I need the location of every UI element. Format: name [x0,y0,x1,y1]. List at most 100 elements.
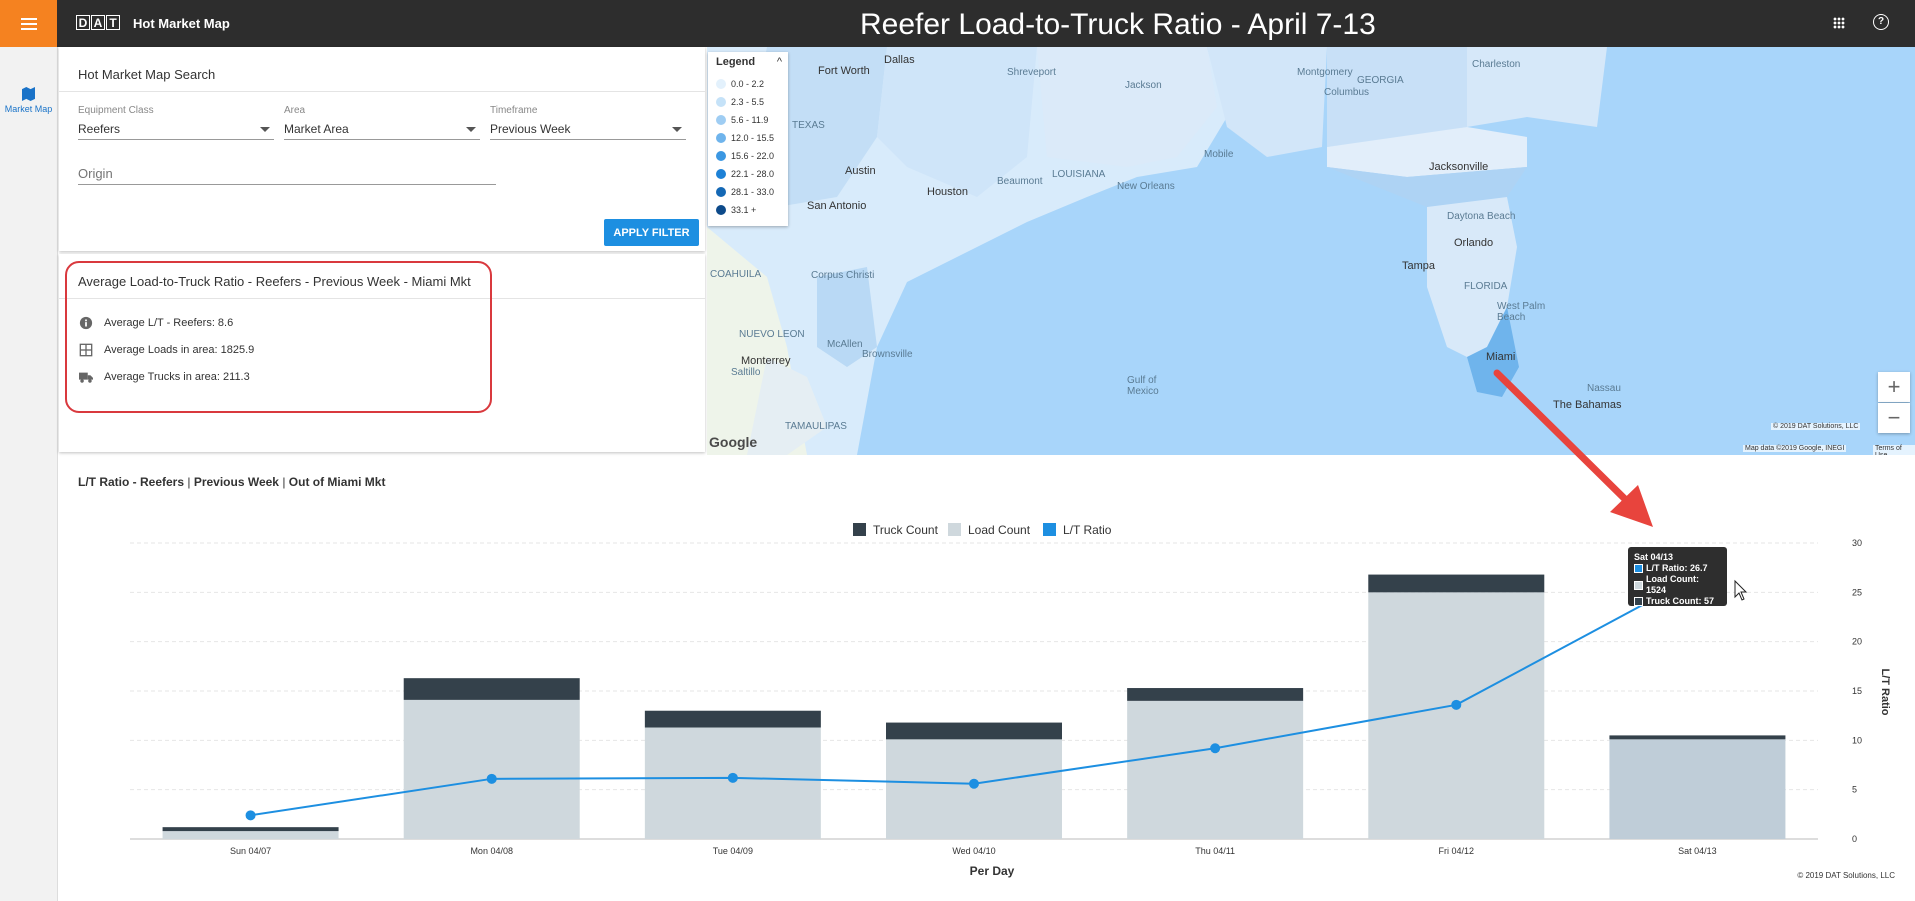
map-label: Brownsville [862,349,913,360]
field-label: Timeframe [490,105,538,116]
legend-collapse-button[interactable]: ^ [776,56,782,68]
lt-ratio-point [1210,743,1221,754]
map-label: New Orleans [1117,181,1175,192]
map-label: Columbus [1324,87,1370,98]
legend-swatch [716,151,726,161]
map-label: Montgomery [1297,67,1353,78]
logo-letter: T [106,15,120,30]
x-tick-label: Sat 04/13 [1678,846,1717,856]
map-label: Miami [1486,351,1516,363]
average-ratio-panel: Average Load-to-Truck Ratio - Reefers - … [59,254,705,452]
page-title: Reefer Load-to-Truck Ratio - April 7-13 [860,8,1376,41]
map-label: Austin [845,165,876,177]
map-label: Jackson [1125,80,1162,91]
legend-swatch [716,205,726,215]
chart-legend-swatch [853,523,866,536]
map-icon [22,87,35,101]
divider [59,298,705,299]
stat-average-trucks: Average Trucks in area: 211.3 [78,370,250,384]
legend-item: 12.0 - 15.5 [716,133,774,143]
legend-label: 5.6 - 11.9 [731,115,769,125]
field-value: Reefers [78,122,121,136]
map-label: Jacksonville [1429,161,1489,173]
map-label: TAMAULIPAS [785,421,847,432]
chart-legend-swatch [1043,523,1056,536]
y-tick-label: 10 [1852,735,1862,745]
zoom-in-button[interactable]: + [1878,372,1910,402]
map-label: Daytona Beach [1447,211,1516,222]
tooltip-row: Truck Count: 57 [1646,596,1715,606]
legend-item: 15.6 - 22.0 [716,151,774,161]
hamburger-menu-button[interactable] [0,0,57,47]
legend-label: 33.1 + [731,205,757,215]
map-label: West Palm Beach [1497,301,1546,323]
truck-count-bar [644,710,821,728]
terms-of-use-link[interactable]: Terms of Use [1873,445,1915,455]
map-label: Saltillo [731,367,761,378]
y-axis-label: L/T Ratio [1879,668,1891,715]
mouse-cursor-icon [1734,579,1748,601]
map-label: Monterrey [741,355,791,367]
x-tick-label: Wed 04/10 [952,846,995,856]
x-tick-label: Mon 04/08 [470,846,513,856]
tooltip-swatch [1634,580,1643,590]
map-label: COAHUILA [710,269,762,280]
map-label: Orlando [1454,237,1494,249]
truck-count-bar [403,678,580,700]
map-label: Nassau [1587,383,1621,394]
hamburger-menu-icon [20,17,37,30]
map-label: Dallas [884,54,915,66]
map-label: Fort Worth [818,65,870,77]
load-count-bar [403,699,580,839]
left-navigation-rail: Market Map [0,47,58,901]
load-count-bar [1609,739,1786,839]
search-panel-title: Hot Market Map Search [78,67,216,82]
map-label: LOUISIANA [1052,169,1106,180]
footer-copyright: © 2019 DAT Solutions, LLC [1797,871,1895,880]
map-copyright: © 2019 DAT Solutions, LLC [1771,423,1861,430]
tooltip-swatch [1634,597,1643,606]
truck-count-bar [1368,574,1545,593]
legend-item: 2.3 - 5.5 [716,97,764,107]
field-value: Previous Week [490,122,571,136]
logo-letter: A [91,15,105,30]
hot-market-map[interactable]: Fort Worth Dallas Shreveport Jackson Mon… [707,47,1915,455]
legend-swatch [716,133,726,143]
timeframe-select[interactable]: Timeframe Previous Week [490,105,686,140]
zoom-out-button[interactable]: − [1878,403,1910,433]
top-app-bar: D A T Hot Market Map Reefer Load-to-Truc… [0,0,1915,47]
equipment-class-select[interactable]: Equipment Class Reefers [78,105,274,140]
legend-swatch [716,97,726,107]
dat-logo: D A T [76,15,120,30]
help-icon[interactable]: ? [1873,14,1889,30]
x-tick-label: Sun 04/07 [230,846,271,856]
truck-count-bar [162,827,339,832]
sidebar-item-label: Market Map [4,104,53,114]
lt-ratio-point [245,810,256,821]
origin-input[interactable] [78,166,496,185]
legend-title: Legend [716,56,756,68]
google-logo: Google [709,434,758,450]
info-icon [79,316,93,330]
map-regions [707,47,1607,455]
tooltip-swatch [1634,564,1643,573]
legend-swatch [716,79,726,89]
lt-ratio-point [969,778,979,789]
x-axis-label: Per Day [970,864,1015,878]
x-tick-label: Thu 04/11 [1195,846,1235,856]
field-label: Equipment Class [78,105,154,116]
map-label: GEORGIA [1357,75,1404,86]
apps-grid-icon[interactable] [1833,17,1845,29]
apply-filter-button[interactable]: APPLY FILTER [604,219,699,246]
legend-item: 33.1 + [716,205,756,215]
divider [59,91,705,92]
area-select[interactable]: Area Market Area [284,105,480,140]
sidebar-item-market-map[interactable]: Market Map [0,87,57,114]
y-tick-label: 5 [1852,785,1857,795]
stats-panel-title: Average Load-to-Truck Ratio - Reefers - … [78,274,471,289]
truck-icon [79,372,93,383]
chart-legend-label: Load Count [968,523,1031,537]
stat-average-loads: Average Loads in area: 1825.9 [78,343,254,357]
tooltip-title: Sat 04/13 [1634,552,1674,562]
map-label: FLORIDA [1464,281,1508,292]
